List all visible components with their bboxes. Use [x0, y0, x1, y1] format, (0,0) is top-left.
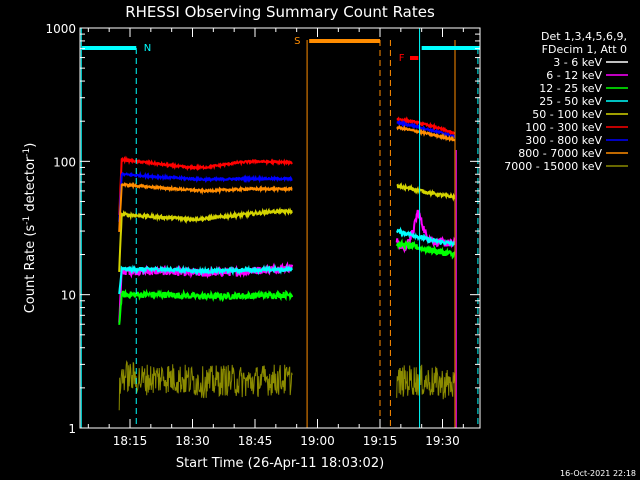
plot-frame	[79, 27, 481, 429]
legend-label: 25 - 50 keV	[539, 95, 602, 108]
series-7	[118, 124, 456, 232]
y-axis-label: Count Rate (s-1 detector-1)	[22, 143, 38, 314]
y-tick-label: 1000	[45, 22, 76, 36]
flag-label-f: F	[399, 53, 405, 64]
flag-label-s: S	[294, 36, 300, 47]
series-8	[118, 360, 456, 411]
series-line	[396, 181, 456, 202]
legend-label: 300 - 800 keV	[525, 134, 602, 147]
series-line	[118, 360, 293, 411]
flare-flag-bar	[410, 56, 419, 60]
footer-timestamp: 16-Oct-2021 22:18	[560, 469, 636, 478]
series-2	[118, 238, 456, 325]
legend-label: 12 - 25 keV	[539, 82, 602, 95]
legend-header: Det 1,3,4,5,6,9,	[541, 30, 627, 43]
x-tick-label: 19:00	[300, 434, 335, 448]
series-line	[396, 242, 456, 340]
series-line	[396, 364, 456, 400]
series-line	[396, 119, 456, 140]
x-axis-label: Start Time (26-Apr-11 18:03:02)	[176, 456, 384, 471]
series-line	[118, 181, 293, 232]
series-line	[118, 288, 294, 325]
flag-label-n: N	[144, 43, 151, 54]
series-line	[396, 116, 456, 137]
y-tick-label: 10	[61, 289, 76, 303]
legend-label: 100 - 300 keV	[525, 121, 602, 134]
y-tick-label: 1	[68, 422, 76, 436]
x-tick-label: 19:30	[425, 434, 460, 448]
series-line	[118, 263, 293, 295]
series-line	[118, 295, 293, 359]
series-layer	[118, 116, 456, 411]
x-tick-label: 18:15	[113, 434, 148, 448]
series-line	[118, 171, 293, 222]
legend-label: 6 - 12 keV	[546, 69, 602, 82]
axes-layer: 18:15 18:30 18:45 19:00 19:15 19:30 1 10 100 1000	[45, 22, 481, 448]
x-tick-label: 18:30	[175, 434, 210, 448]
legend-label: 7000 - 15000 keV	[504, 160, 602, 173]
x-tick-label: 19:15	[363, 434, 398, 448]
series-6	[118, 119, 456, 222]
series-line	[395, 238, 456, 260]
series-0	[118, 242, 456, 359]
series-line	[396, 124, 456, 143]
legend-label: 3 - 6 keV	[553, 56, 602, 69]
night-flag-bar	[421, 46, 480, 50]
night-flag-bar	[82, 46, 137, 50]
chart-title: RHESSI Observing Summary Count Rates	[125, 3, 435, 21]
x-tick-label: 18:45	[238, 434, 273, 448]
series-line	[118, 155, 293, 215]
series-3	[118, 226, 456, 295]
series-line	[395, 226, 456, 248]
saa-flag-bar	[309, 39, 380, 43]
legend-label: 800 - 7000 keV	[518, 147, 602, 160]
legend-header: FDecim 1, Att 0	[542, 43, 627, 56]
y-tick-label: 100	[53, 155, 76, 169]
series-5	[118, 116, 456, 215]
legend: Det 1,3,4,5,6,9,FDecim 1, Att 03 - 6 keV…	[504, 30, 628, 173]
series-4	[118, 181, 456, 272]
series-line	[118, 206, 293, 272]
overlay-layer: N S F	[80, 28, 480, 428]
legend-label: 50 - 100 keV	[532, 108, 602, 121]
